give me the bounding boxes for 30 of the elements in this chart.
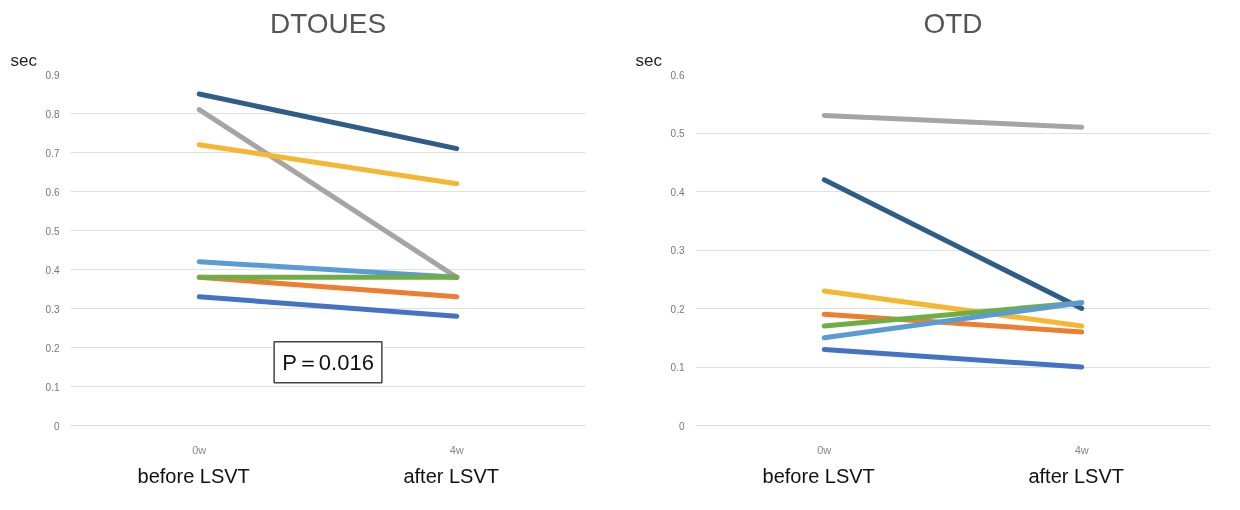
y-tick-label: 0.6 xyxy=(670,69,685,81)
y-tick-label: 0.4 xyxy=(670,186,685,198)
y-axis-title: sec xyxy=(10,50,38,70)
x-tick-label: 0w xyxy=(817,443,832,456)
y-tick-label: 0.7 xyxy=(45,147,60,159)
y-tick-label: 0.3 xyxy=(670,245,685,256)
y-axis-title: sec xyxy=(635,50,663,70)
y-tick-label: 0 xyxy=(678,420,685,432)
y-tick-label: 0.8 xyxy=(45,108,60,120)
y-tick-label: 0.3 xyxy=(45,303,60,315)
y-tick-label: 0.2 xyxy=(670,303,685,315)
x-tick-label: 4w xyxy=(449,443,464,456)
text: after LSVT xyxy=(403,464,499,487)
text: before LSVT xyxy=(762,464,875,487)
x-tick-label: 0w xyxy=(192,443,207,456)
y-tick-label: 0.1 xyxy=(670,362,685,373)
y-tick-label: 0.5 xyxy=(670,128,685,139)
y-tick-label: 0.1 xyxy=(45,381,60,393)
text: before LSVT xyxy=(137,464,250,487)
y-tick-label: 0.2 xyxy=(45,342,60,354)
annotation: P＝0.016 xyxy=(282,349,374,375)
x-tick-label: 4w xyxy=(1074,443,1089,456)
y-tick-label: 0.4 xyxy=(45,264,60,276)
text: after LSVT xyxy=(1028,464,1124,487)
y-tick-label: 0 xyxy=(53,420,60,432)
y-tick-label: 0.9 xyxy=(45,69,60,81)
chart-title: DTOUES xyxy=(269,7,387,39)
y-tick-label: 0.5 xyxy=(45,225,60,237)
y-tick-label: 0.6 xyxy=(45,186,60,198)
chart-title: OTD xyxy=(923,7,983,39)
